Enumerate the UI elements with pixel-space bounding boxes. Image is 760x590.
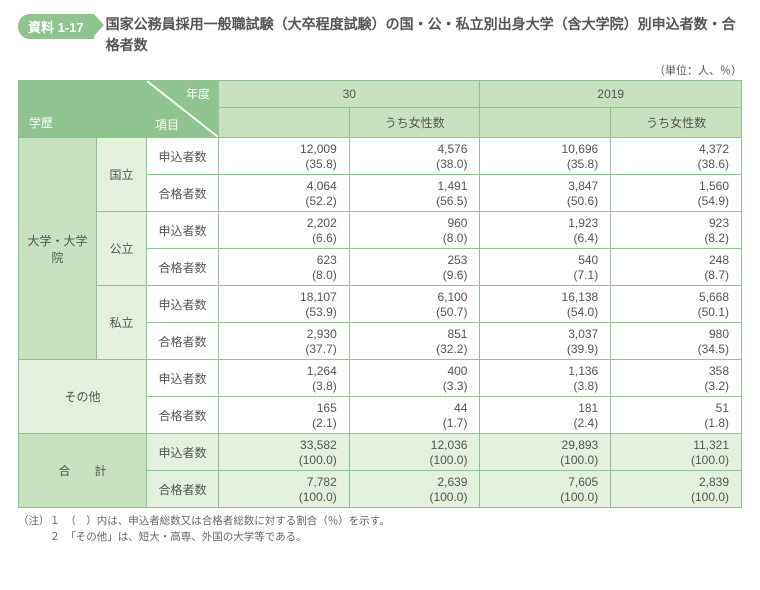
data-cell: 3,037(39.9) <box>480 323 611 360</box>
row-metric: 合格者数 <box>147 175 219 212</box>
hdr-year-2019: 2019 <box>480 81 742 108</box>
data-cell: 5,668(50.1) <box>611 286 742 323</box>
data-cell: 33,582(100.0) <box>219 434 350 471</box>
row-metric: 申込者数 <box>147 138 219 175</box>
data-cell: 44(1.7) <box>349 397 480 434</box>
data-cell: 6,100(50.7) <box>349 286 480 323</box>
data-cell: 1,264(3.8) <box>219 360 350 397</box>
data-cell: 253(9.6) <box>349 249 480 286</box>
data-cell: 1,136(3.8) <box>480 360 611 397</box>
data-cell: 960(8.0) <box>349 212 480 249</box>
row-metric: 合格者数 <box>147 471 219 508</box>
data-cell: 4,576(38.0) <box>349 138 480 175</box>
note-1: （注）１ （ ）内は、申込者総数又は合格者総数に対する割合（％）を示す。 <box>18 514 742 530</box>
data-cell: 12,036(100.0) <box>349 434 480 471</box>
row-metric: 合格者数 <box>147 397 219 434</box>
data-cell: 4,064(52.2) <box>219 175 350 212</box>
row-metric: 合格者数 <box>147 249 219 286</box>
row-sub: 私立 <box>97 286 147 360</box>
data-cell: 4,372(38.6) <box>611 138 742 175</box>
hdr-josei-1: うち女性数 <box>349 108 480 138</box>
data-cell: 29,893(100.0) <box>480 434 611 471</box>
row-metric: 申込者数 <box>147 212 219 249</box>
data-cell: 248(8.7) <box>611 249 742 286</box>
data-cell: 623(8.0) <box>219 249 350 286</box>
data-cell: 923(8.2) <box>611 212 742 249</box>
data-cell: 1,560(54.9) <box>611 175 742 212</box>
data-cell: 181(2.4) <box>480 397 611 434</box>
data-cell: 51(1.8) <box>611 397 742 434</box>
row-metric: 合格者数 <box>147 323 219 360</box>
data-cell: 16,138(54.0) <box>480 286 611 323</box>
data-cell: 11,321(100.0) <box>611 434 742 471</box>
data-cell: 2,839(100.0) <box>611 471 742 508</box>
doc-tag: 資料 1-17 <box>18 14 94 39</box>
row-metric: 申込者数 <box>147 286 219 323</box>
row-sub: 公立 <box>97 212 147 286</box>
data-cell: 2,202(6.6) <box>219 212 350 249</box>
data-cell: 12,009(35.8) <box>219 138 350 175</box>
notes: （注）１ （ ）内は、申込者総数又は合格者総数に対する割合（％）を示す。 ２ 「… <box>18 514 742 546</box>
data-cell: 540(7.1) <box>480 249 611 286</box>
data-cell: 2,639(100.0) <box>349 471 480 508</box>
row-other: その他 <box>19 360 147 434</box>
row-total: 合 計 <box>19 434 147 508</box>
data-cell: 980(34.5) <box>611 323 742 360</box>
unit-label: （単位：人、％） <box>18 62 742 78</box>
data-cell: 1,491(56.5) <box>349 175 480 212</box>
data-cell: 2,930(37.7) <box>219 323 350 360</box>
data-cell: 10,696(35.8) <box>480 138 611 175</box>
hdr-gakureki: 学歴 <box>19 81 147 138</box>
data-table: 学歴 年度 項目 30 2019 うち女性数 うち女性数 大学・大学院国立申込者… <box>18 80 742 508</box>
row-metric: 申込者数 <box>147 360 219 397</box>
data-cell: 400(3.3) <box>349 360 480 397</box>
data-cell: 7,782(100.0) <box>219 471 350 508</box>
data-cell: 165(2.1) <box>219 397 350 434</box>
hdr-year-30: 30 <box>219 81 480 108</box>
data-cell: 3,847(50.6) <box>480 175 611 212</box>
data-cell: 7,605(100.0) <box>480 471 611 508</box>
row-group-univ: 大学・大学院 <box>19 138 97 360</box>
note-2: ２ 「その他」は、短大・高専、外国の大学等である。 <box>18 530 742 546</box>
row-metric: 申込者数 <box>147 434 219 471</box>
row-sub: 国立 <box>97 138 147 212</box>
data-cell: 18,107(53.9) <box>219 286 350 323</box>
hdr-josei-2: うち女性数 <box>611 108 742 138</box>
data-cell: 1,923(6.4) <box>480 212 611 249</box>
data-cell: 358(3.2) <box>611 360 742 397</box>
doc-title: 国家公務員採用一般職試験（大卒程度試験）の国・公・私立別出身大学（含大学院）別申… <box>106 14 742 56</box>
data-cell: 851(32.2) <box>349 323 480 360</box>
